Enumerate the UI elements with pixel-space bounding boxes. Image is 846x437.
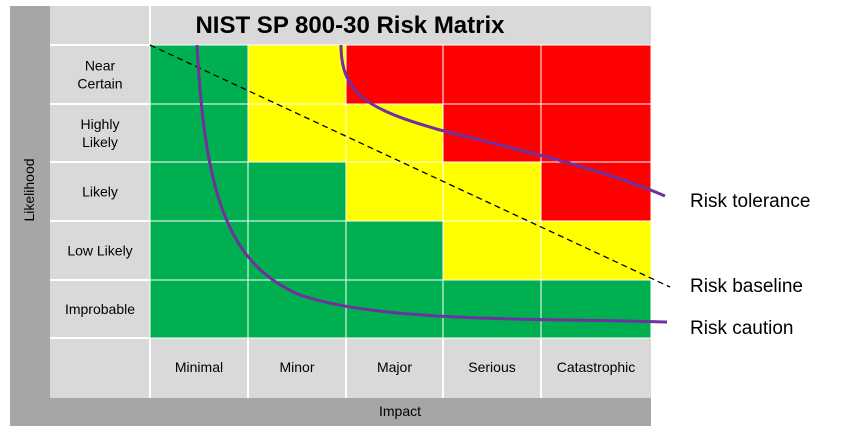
row-dividers [50, 6, 542, 398]
matrix-cell-low [149, 161, 249, 222]
risk-caution-curve [195, 44, 668, 324]
risk-caution-label: Risk caution [690, 318, 794, 339]
risk-baseline-label: Risk baseline [690, 276, 803, 297]
likelihood-axis-bar [10, 6, 50, 426]
matrix-cell-medium [247, 103, 347, 163]
matrix-cell-low [247, 161, 347, 222]
likelihood-label: Highly [81, 116, 120, 132]
matrix-cell-high [345, 44, 444, 105]
risk-baseline-line [149, 44, 671, 288]
matrix-cell-low [540, 279, 652, 339]
likelihood-label: Improbable [65, 301, 135, 317]
likelihood-label: Likely [82, 184, 118, 200]
impact-label: Major [377, 359, 412, 375]
likelihood-label: Certain [77, 76, 122, 92]
matrix-cell-low [247, 220, 347, 281]
matrix-cell-low [149, 103, 249, 163]
matrix-cell-high [540, 103, 652, 163]
impact-labels: Minimal Minor Major Serious Catastrophic [175, 359, 635, 375]
matrix-cell-low [149, 220, 249, 281]
matrix-cell-high [540, 44, 652, 105]
matrix-cell-medium [345, 161, 444, 222]
matrix-cell-low [149, 279, 249, 339]
matrix-cells [149, 44, 652, 339]
matrix-cell-medium [442, 220, 542, 281]
matrix-cell-low [247, 279, 347, 339]
matrix-cell-medium [442, 161, 542, 222]
likelihood-label: Likely [82, 134, 118, 150]
matrix-cell-low [345, 220, 444, 281]
impact-axis-bar [50, 398, 651, 426]
likelihood-labels: Near Certain Highly Likely Likely Low Likely I… [65, 58, 135, 318]
likelihood-axis-label: Likelihood [21, 158, 37, 221]
impact-label: Catastrophic [557, 359, 636, 375]
impact-label: Minor [279, 359, 314, 375]
matrix-cell-low [442, 279, 542, 339]
matrix-cell-medium [247, 44, 347, 105]
likelihood-label: Low Likely [67, 243, 132, 259]
risk-tolerance-curve [339, 44, 666, 198]
impact-label: Minimal [175, 359, 223, 375]
page-title: NIST SP 800-30 Risk Matrix [195, 12, 505, 39]
risk-tolerance-label: Risk tolerance [690, 191, 810, 212]
likelihood-label: Near [85, 58, 116, 74]
matrix-cell-medium [345, 103, 444, 163]
matrix-cell-high [442, 44, 542, 105]
impact-label: Serious [468, 359, 515, 375]
impact-axis-label: Impact [379, 403, 421, 419]
